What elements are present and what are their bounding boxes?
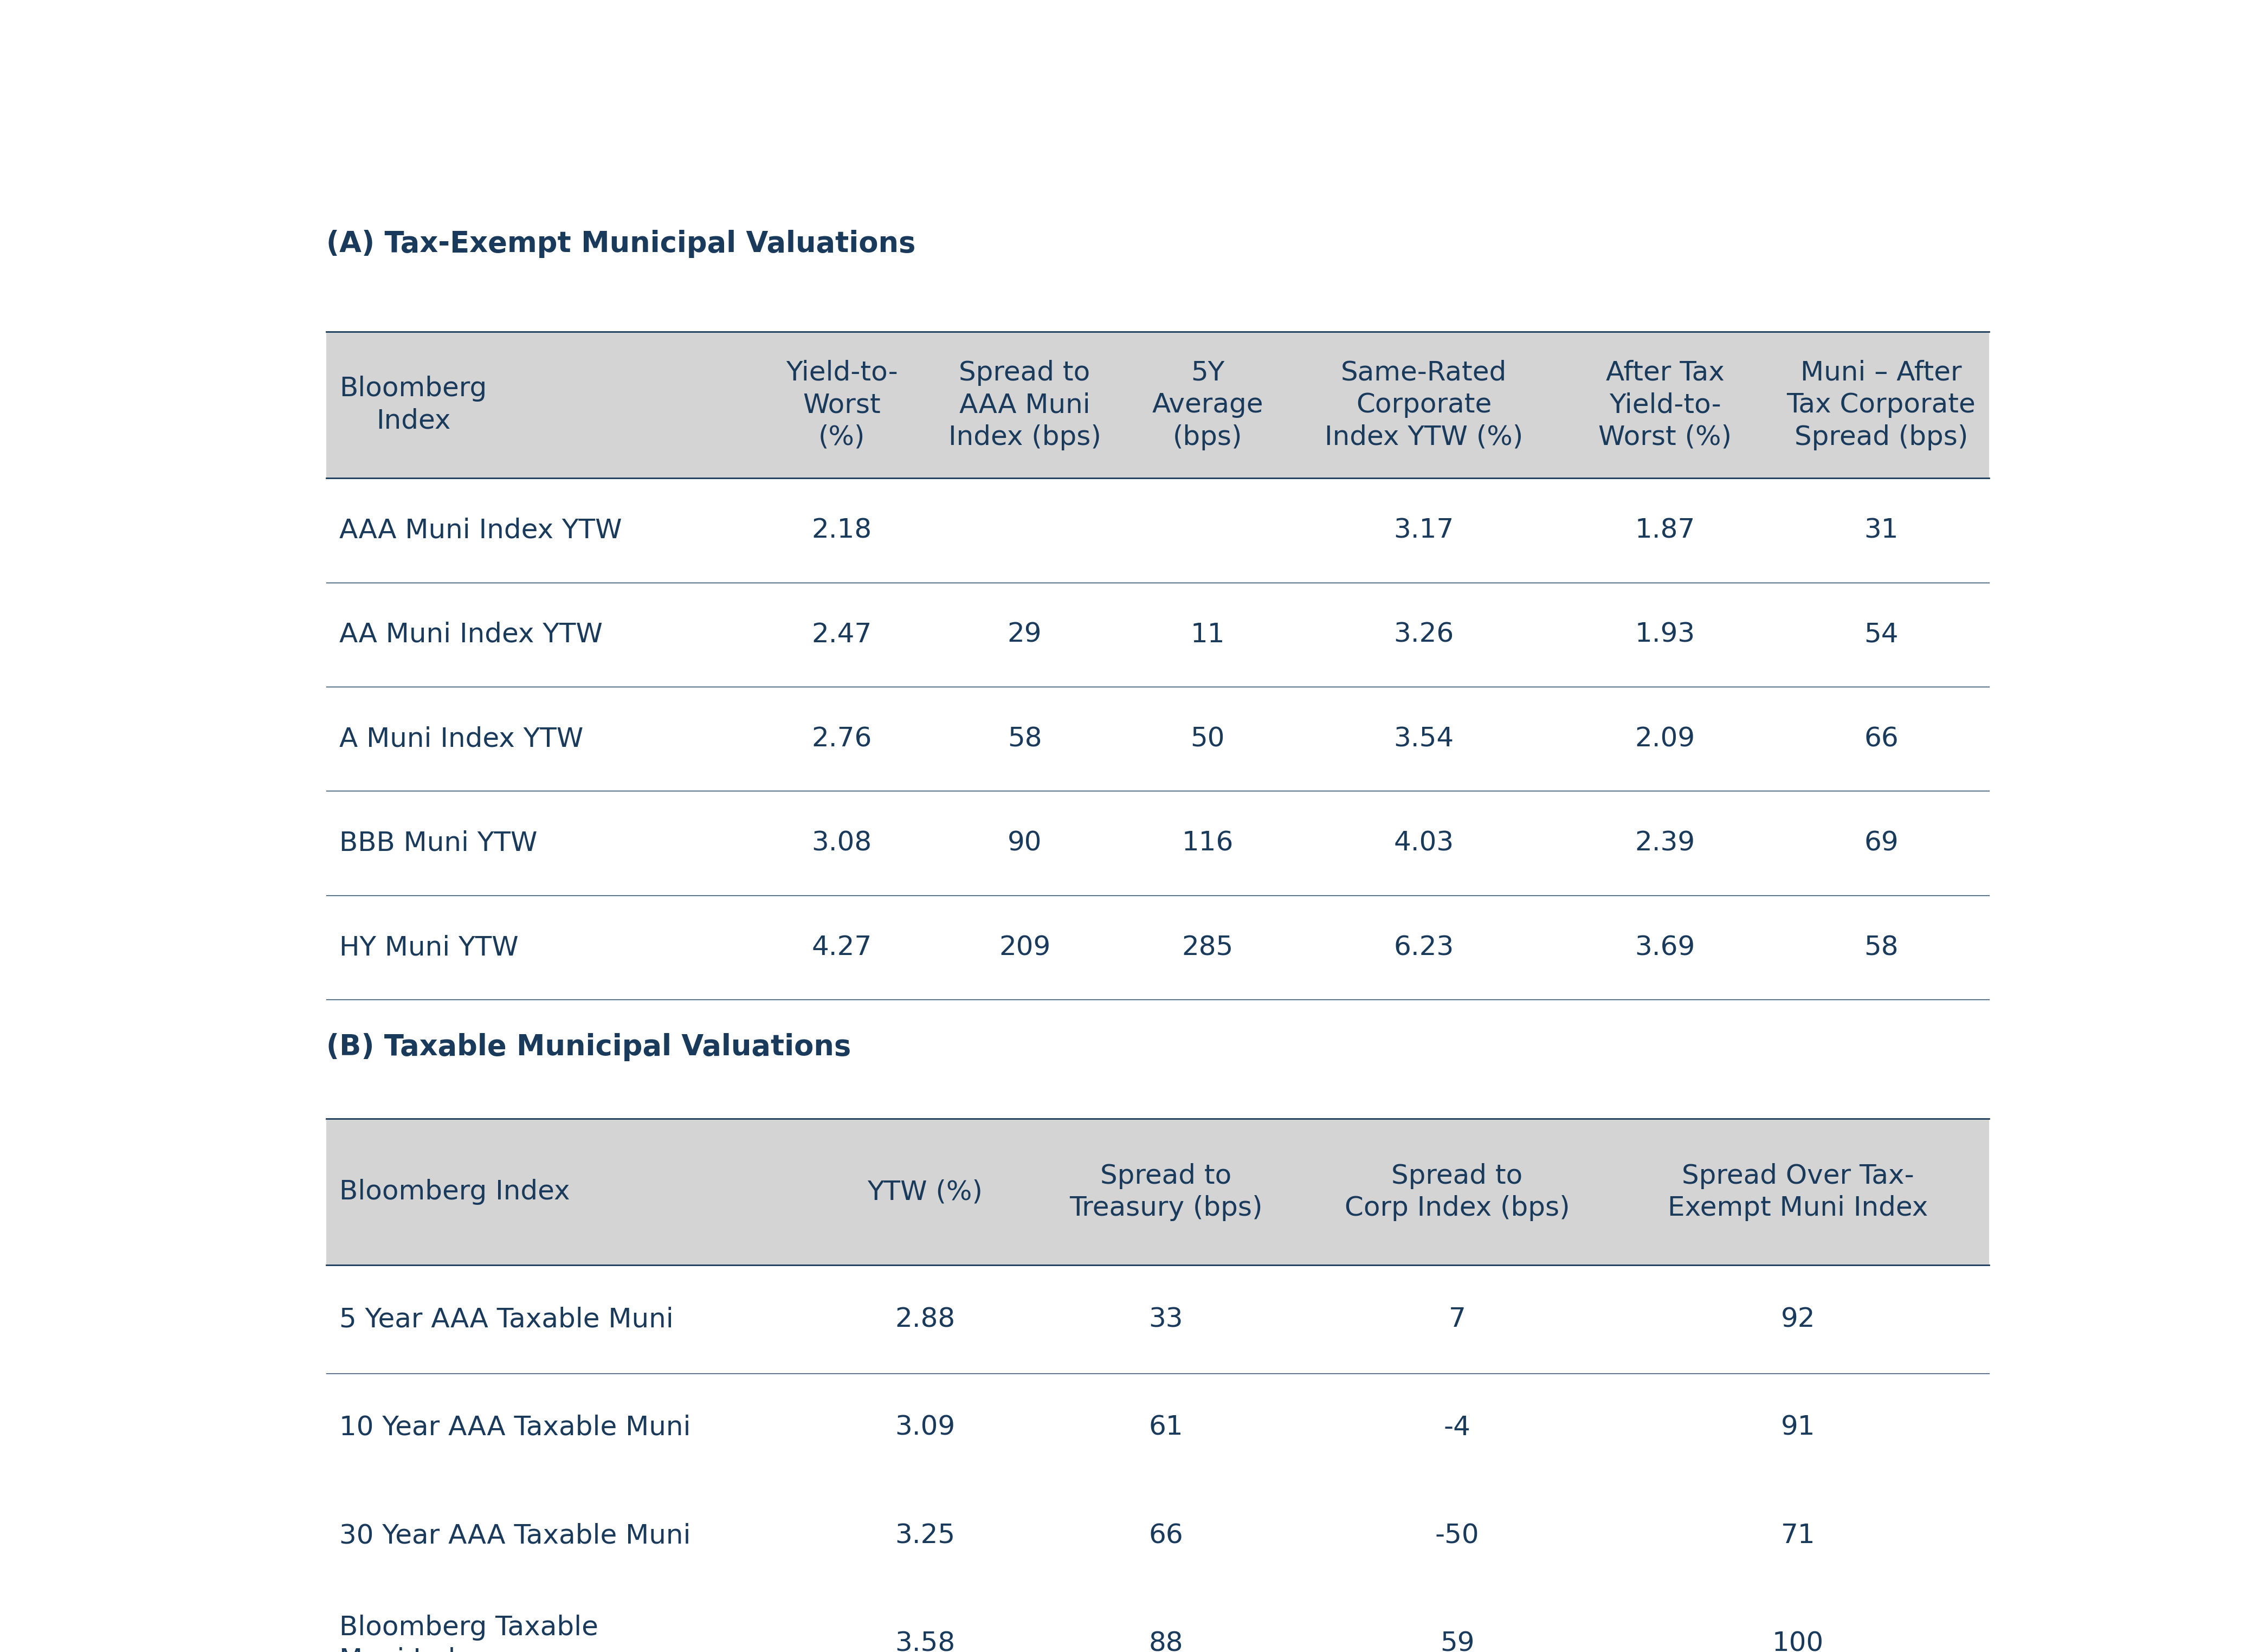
Text: (B) Taxable Municipal Valuations: (B) Taxable Municipal Valuations xyxy=(325,1032,852,1061)
Text: After Tax
Yield-to-
Worst (%): After Tax Yield-to- Worst (%) xyxy=(1599,360,1733,449)
Text: 3.08: 3.08 xyxy=(811,831,872,856)
Text: 71: 71 xyxy=(1780,1523,1816,1548)
Text: 69: 69 xyxy=(1864,831,1898,856)
Text: AAA Muni Index YTW: AAA Muni Index YTW xyxy=(339,517,621,544)
Text: 30 Year AAA Taxable Muni: 30 Year AAA Taxable Muni xyxy=(339,1523,691,1548)
Text: 58: 58 xyxy=(1864,935,1898,960)
Text: Spread to
Treasury (bps): Spread to Treasury (bps) xyxy=(1069,1163,1263,1221)
Text: 6.23: 6.23 xyxy=(1394,935,1455,960)
Text: 3.26: 3.26 xyxy=(1394,621,1455,648)
Text: 58: 58 xyxy=(1008,725,1041,752)
Text: Yield-to-
Worst
(%): Yield-to- Worst (%) xyxy=(786,360,897,449)
Text: -4: -4 xyxy=(1444,1414,1471,1441)
Bar xyxy=(325,1118,1990,1265)
Text: 92: 92 xyxy=(1780,1307,1816,1332)
Text: 209: 209 xyxy=(998,935,1050,960)
Text: 59: 59 xyxy=(1439,1631,1475,1652)
Text: HY Muni YTW: HY Muni YTW xyxy=(339,935,520,960)
Text: 90: 90 xyxy=(1008,831,1041,856)
Text: 2.76: 2.76 xyxy=(811,725,872,752)
Text: 1.87: 1.87 xyxy=(1636,517,1694,544)
Text: 88: 88 xyxy=(1150,1631,1184,1652)
Text: 1.93: 1.93 xyxy=(1636,621,1694,648)
Text: Spread to
Corp Index (bps): Spread to Corp Index (bps) xyxy=(1344,1163,1570,1221)
Text: 54: 54 xyxy=(1864,621,1898,648)
Text: 3.58: 3.58 xyxy=(895,1631,956,1652)
Text: 50: 50 xyxy=(1190,725,1224,752)
Bar xyxy=(325,332,1990,477)
Text: 31: 31 xyxy=(1864,517,1898,544)
Text: 91: 91 xyxy=(1780,1414,1816,1441)
Text: 2.18: 2.18 xyxy=(811,517,872,544)
Text: -50: -50 xyxy=(1434,1523,1480,1548)
Text: 2.39: 2.39 xyxy=(1636,831,1694,856)
Text: 116: 116 xyxy=(1181,831,1233,856)
Text: Spread to
AAA Muni
Index (bps): Spread to AAA Muni Index (bps) xyxy=(949,360,1100,449)
Text: 2.47: 2.47 xyxy=(811,621,872,648)
Text: Muni – After
Tax Corporate
Spread (bps): Muni – After Tax Corporate Spread (bps) xyxy=(1787,360,1977,449)
Text: 5 Year AAA Taxable Muni: 5 Year AAA Taxable Muni xyxy=(339,1307,673,1332)
Text: 29: 29 xyxy=(1008,621,1041,648)
Text: Bloomberg
Index: Bloomberg Index xyxy=(339,377,488,434)
Text: 3.25: 3.25 xyxy=(895,1523,956,1548)
Text: AA Muni Index YTW: AA Muni Index YTW xyxy=(339,621,603,648)
Text: 285: 285 xyxy=(1181,935,1233,960)
Text: 5Y
Average
(bps): 5Y Average (bps) xyxy=(1152,360,1263,449)
Text: 2.88: 2.88 xyxy=(895,1307,956,1332)
Text: 2.09: 2.09 xyxy=(1636,725,1694,752)
Text: 4.03: 4.03 xyxy=(1394,831,1455,856)
Text: A Muni Index YTW: A Muni Index YTW xyxy=(339,725,583,752)
Text: 3.09: 3.09 xyxy=(895,1414,956,1441)
Text: Bloomberg Index: Bloomberg Index xyxy=(339,1180,569,1204)
Text: (A) Tax-Exempt Municipal Valuations: (A) Tax-Exempt Municipal Valuations xyxy=(325,230,915,258)
Text: 4.27: 4.27 xyxy=(811,935,872,960)
Text: BBB Muni YTW: BBB Muni YTW xyxy=(339,831,538,856)
Text: 3.69: 3.69 xyxy=(1636,935,1694,960)
Text: 11: 11 xyxy=(1190,621,1224,648)
Text: 66: 66 xyxy=(1864,725,1898,752)
Text: 3.54: 3.54 xyxy=(1394,725,1455,752)
Text: 61: 61 xyxy=(1150,1414,1184,1441)
Text: Bloomberg Taxable
Muni Index: Bloomberg Taxable Muni Index xyxy=(339,1614,599,1652)
Text: 100: 100 xyxy=(1773,1631,1823,1652)
Text: Same-Rated
Corporate
Index YTW (%): Same-Rated Corporate Index YTW (%) xyxy=(1324,360,1523,449)
Text: YTW (%): YTW (%) xyxy=(867,1180,983,1204)
Text: Spread Over Tax-
Exempt Muni Index: Spread Over Tax- Exempt Muni Index xyxy=(1667,1163,1929,1221)
Text: 3.17: 3.17 xyxy=(1394,517,1455,544)
Text: 10 Year AAA Taxable Muni: 10 Year AAA Taxable Muni xyxy=(339,1414,691,1441)
Text: 66: 66 xyxy=(1150,1523,1184,1548)
Text: 7: 7 xyxy=(1448,1307,1466,1332)
Text: 33: 33 xyxy=(1150,1307,1184,1332)
